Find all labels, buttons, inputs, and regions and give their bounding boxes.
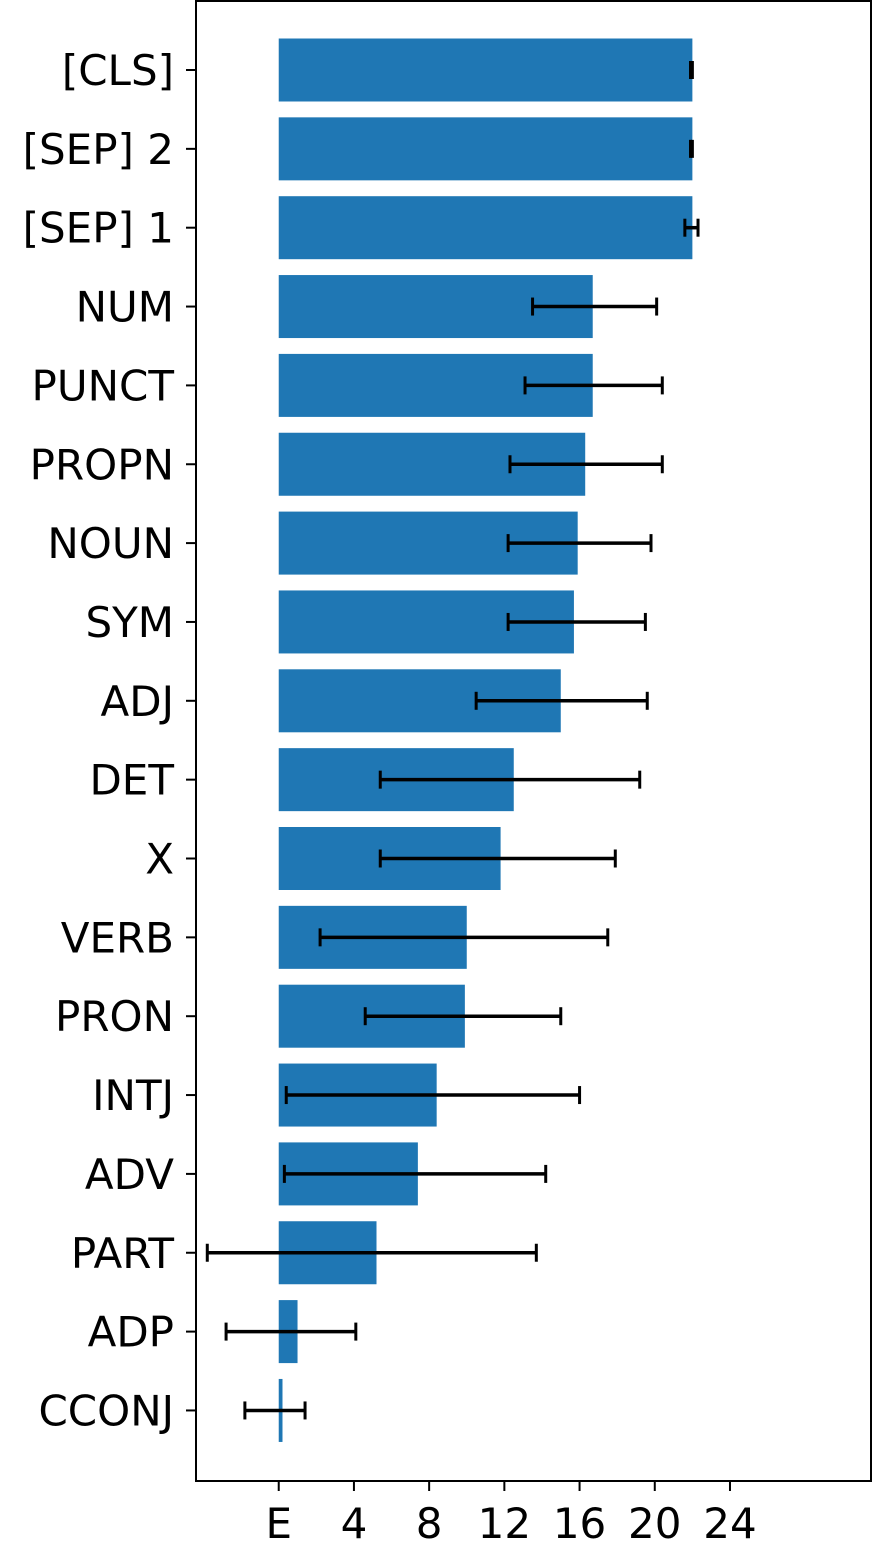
y-tick-label: INTJ: [92, 1071, 174, 1120]
y-tick-label: SYM: [85, 598, 174, 647]
x-tick-label: 20: [628, 1499, 681, 1548]
y-tick-label: DET: [89, 756, 174, 805]
bar: [278, 196, 693, 260]
bars-group: [278, 38, 693, 1442]
y-tick-label: ADJ: [101, 677, 174, 726]
y-tick-label: VERB: [61, 913, 174, 962]
x-tick-label: 24: [703, 1499, 756, 1548]
bar: [278, 38, 693, 102]
x-tick-label: 12: [478, 1499, 531, 1548]
bar: [278, 117, 693, 181]
error-bars-group: [205, 61, 700, 1420]
y-tick-label: PRON: [55, 992, 174, 1041]
y-tick-label: ADP: [88, 1308, 174, 1357]
y-tick-label: NUM: [76, 283, 174, 332]
plot-frame: [195, 0, 872, 1482]
x-tick-label: 8: [416, 1499, 443, 1548]
y-tick-label: PROPN: [30, 440, 174, 489]
x-axis: E 4 8 12 16 20 24: [265, 1481, 757, 1548]
y-tick-label: ADV: [85, 1150, 174, 1199]
y-tick-label: [SEP] 1: [23, 204, 174, 253]
x-tick-label: E: [265, 1499, 292, 1548]
y-tick-label: [CLS]: [62, 46, 174, 95]
y-tick-label: [SEP] 2: [23, 125, 174, 174]
x-tick-label: 4: [341, 1499, 368, 1548]
y-tick-label: NOUN: [47, 519, 174, 568]
y-tick-label: X: [145, 835, 174, 884]
x-tick-label: 16: [553, 1499, 606, 1548]
y-tick-label: PART: [71, 1229, 174, 1278]
y-tick-label: CCONJ: [38, 1386, 174, 1435]
y-tick-label: PUNCT: [32, 361, 175, 410]
y-axis: [CLS] [SEP] 2 [SEP] 1 NUM PUNCT PROPN NOUN SYM A…: [23, 46, 196, 1435]
